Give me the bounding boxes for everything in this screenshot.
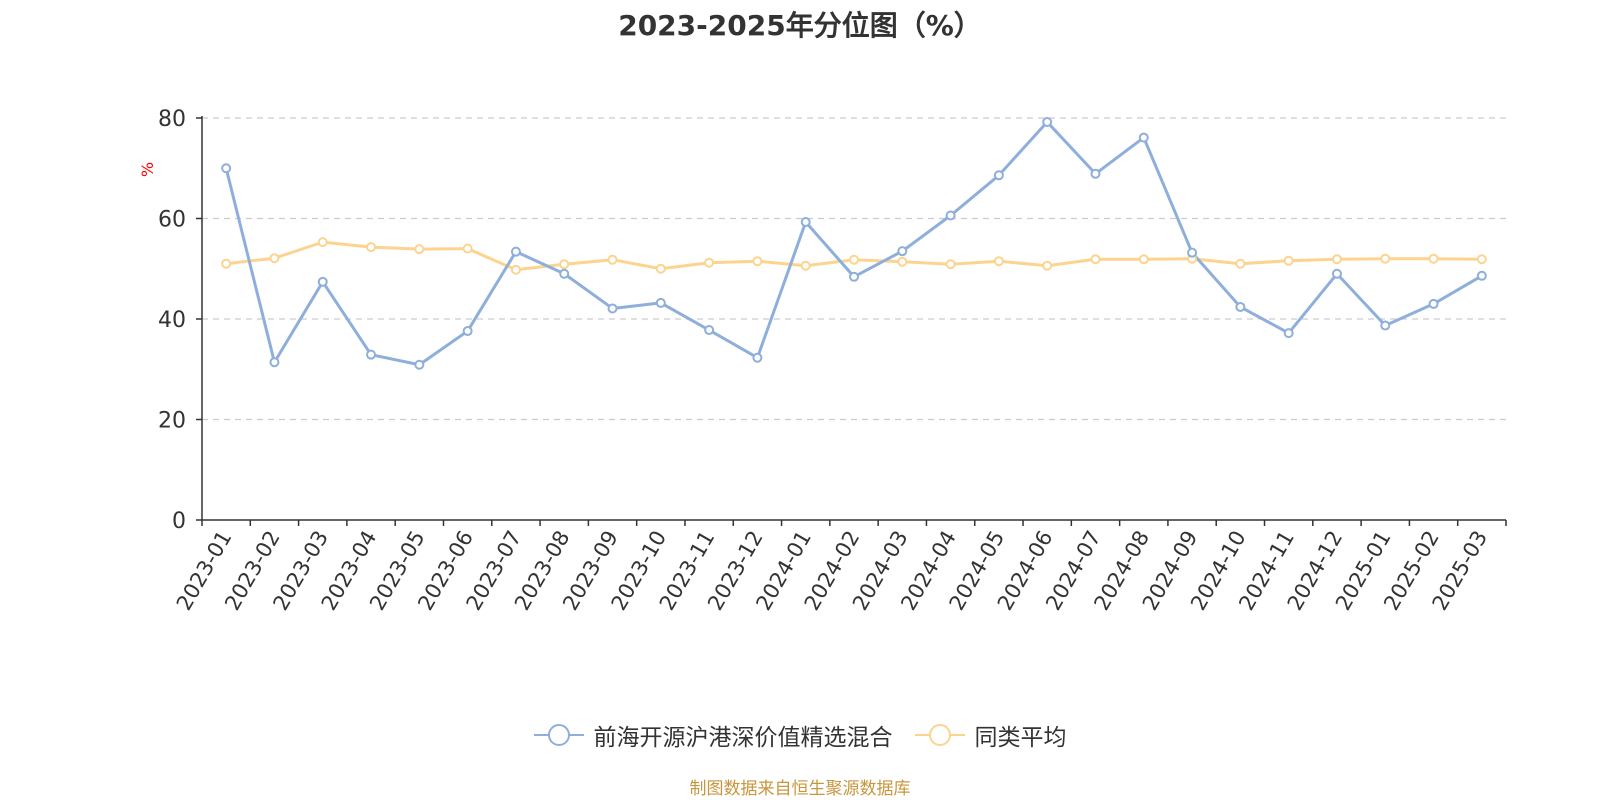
data-point-series-0 [655, 297, 666, 308]
y-tick-label: 40 [158, 308, 186, 333]
chart-title: 2023-2025年分位图（%） [618, 9, 982, 42]
data-point-series-0 [1187, 247, 1198, 258]
data-point-series-0 [897, 246, 908, 257]
data-point-series-0 [1331, 268, 1342, 279]
data-point-series-1 [366, 242, 377, 253]
data-point-series-1 [1476, 254, 1487, 265]
data-point-series-1 [655, 263, 666, 274]
data-point-series-0 [269, 357, 280, 368]
data-point-series-0 [221, 163, 232, 174]
data-point-series-1 [800, 260, 811, 271]
series-line-0 [224, 120, 1483, 367]
data-point-series-0 [1283, 328, 1294, 339]
data-point-series-0 [849, 271, 859, 282]
legend-average-symbol [914, 724, 965, 746]
data-source-note: 制图数据来自恒生聚源数据库 [689, 779, 911, 799]
data-point-series-1 [414, 244, 425, 255]
data-point-series-0 [317, 276, 328, 287]
data-point-series-1 [1331, 254, 1342, 265]
data-point-series-1 [510, 264, 521, 275]
y-tick-label: 20 [158, 409, 186, 434]
data-point-series-0 [462, 326, 473, 337]
legend-average-label: 同类平均 [974, 725, 1067, 751]
data-point-series-0 [366, 349, 377, 360]
data-point-series-1 [1283, 255, 1294, 266]
data-point-series-1 [1090, 254, 1101, 265]
data-point-series-1 [849, 254, 859, 265]
data-point-series-0 [559, 268, 570, 279]
data-point-series-1 [317, 237, 328, 248]
data-point-series-0 [704, 325, 715, 336]
data-point-series-0 [752, 352, 763, 363]
data-point-series-1 [993, 256, 1004, 267]
y-tick-label: 0 [172, 509, 186, 534]
y-tick-label: 80 [158, 107, 186, 132]
legend-fund-symbol [533, 724, 584, 746]
data-point-series-0 [1090, 168, 1101, 179]
legend-item-average[interactable]: 同类平均 [914, 718, 1067, 752]
data-point-series-1 [559, 259, 570, 270]
data-point-series-1 [607, 254, 618, 265]
legend-item-fund[interactable]: 前海开源沪港深价值精选混合 [533, 718, 893, 752]
data-point-series-1 [1380, 253, 1391, 264]
data-point-series-1 [462, 243, 473, 254]
data-point-series-0 [993, 170, 1004, 181]
data-point-series-0 [800, 217, 811, 228]
data-point-series-1 [704, 257, 715, 268]
data-point-series-0 [1476, 270, 1487, 281]
data-point-series-0 [510, 246, 521, 257]
data-point-series-1 [945, 259, 956, 270]
data-point-series-0 [1138, 132, 1149, 143]
data-point-series-1 [1138, 254, 1149, 265]
data-point-series-1 [1428, 253, 1439, 264]
data-point-series-0 [945, 210, 956, 221]
data-point-series-0 [414, 359, 425, 370]
data-point-series-1 [1235, 258, 1246, 269]
data-point-series-0 [607, 303, 618, 314]
data-point-series-0 [1380, 320, 1391, 331]
data-point-series-1 [897, 256, 908, 267]
data-point-series-0 [1235, 301, 1246, 312]
data-point-series-0 [1428, 298, 1439, 309]
legend: 前海开源沪港深价值精选混合 同类平均 [0, 718, 1600, 752]
data-point-series-1 [1042, 260, 1053, 271]
data-point-series-1 [752, 256, 763, 267]
y-tick-label: 60 [158, 208, 186, 233]
data-point-series-1 [269, 253, 280, 264]
data-point-series-0 [1042, 117, 1053, 128]
data-point-series-1 [221, 258, 232, 269]
legend-fund-label: 前海开源沪港深价值精选混合 [593, 725, 893, 751]
